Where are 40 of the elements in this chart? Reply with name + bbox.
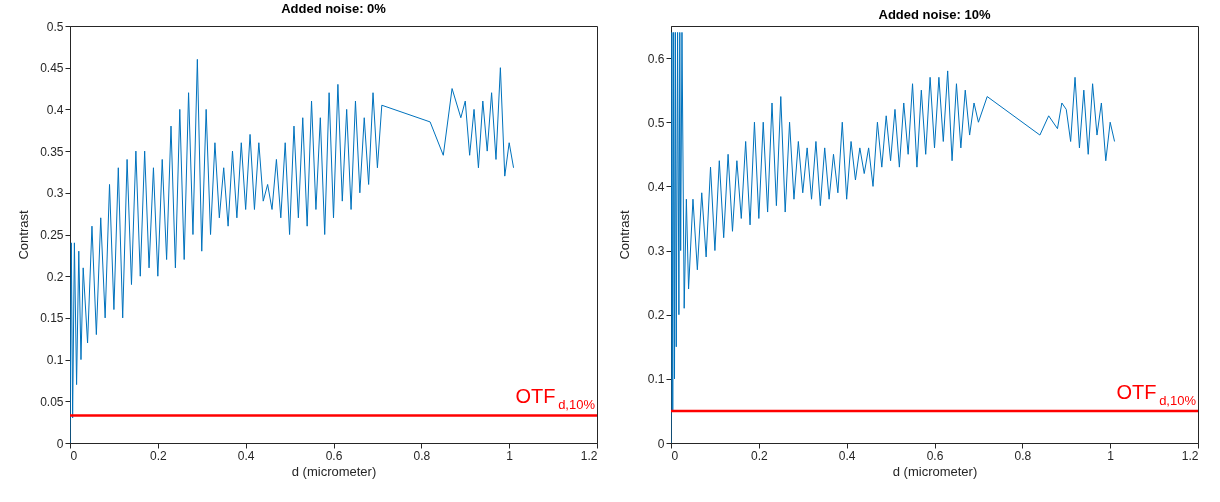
- x-tick-label: 1: [506, 448, 514, 463]
- y-tick-label: 0: [56, 436, 64, 451]
- y-tick-label: 0.6: [647, 51, 665, 66]
- x-tick-label: 0.4: [838, 448, 856, 463]
- y-tick-label: 0: [657, 436, 665, 451]
- x-axis-title: d (micrometer): [892, 463, 978, 479]
- x-tick-label: 0: [70, 448, 78, 463]
- x-tick-label: 1.2: [580, 448, 598, 463]
- x-tick-label: 0.8: [413, 448, 431, 463]
- x-tick-label: 0.6: [325, 448, 343, 463]
- y-tick-label: 0.5: [647, 115, 665, 130]
- y-tick-label: 0.1: [647, 372, 665, 387]
- y-tick-label: 0.4: [46, 102, 64, 117]
- y-axis-title: Contrast: [616, 210, 632, 260]
- y-axis-title: Contrast: [15, 210, 31, 260]
- chart-title: Added noise: 0%: [281, 1, 387, 16]
- y-tick-label: 0.25: [40, 228, 64, 242]
- y-tick-label: 0.4: [647, 179, 665, 194]
- y-tick-label: 0.2: [46, 269, 64, 284]
- y-tick-label: 0.45: [40, 61, 64, 76]
- x-tick-label: 0.2: [750, 448, 768, 463]
- y-tick-label: 0.5: [46, 19, 64, 34]
- line-series: [70, 58, 515, 443]
- x-tick-label: 0.4: [237, 448, 255, 463]
- x-tick-label: 0: [671, 448, 679, 463]
- line-series: [671, 31, 1116, 443]
- y-tick-label: 0.3: [647, 244, 665, 259]
- y-tick-label: 0.1: [46, 353, 64, 368]
- x-axis-title: d (micrometer): [291, 463, 377, 479]
- y-tick-label: 0.3: [46, 186, 64, 201]
- x-tick-label: 0.6: [926, 448, 944, 463]
- y-tick-label: 0.2: [647, 308, 665, 323]
- chart-title: Added noise: 10%: [878, 7, 991, 22]
- y-tick-label: 0.35: [40, 144, 64, 159]
- x-tick-label: 0.2: [149, 448, 167, 463]
- x-tick-label: 1: [1107, 448, 1115, 463]
- y-tick-label: 0.15: [40, 311, 64, 326]
- x-tick-label: 1.2: [1181, 448, 1199, 463]
- y-tick-label: 0.05: [40, 394, 64, 409]
- x-tick-label: 0.8: [1014, 448, 1032, 463]
